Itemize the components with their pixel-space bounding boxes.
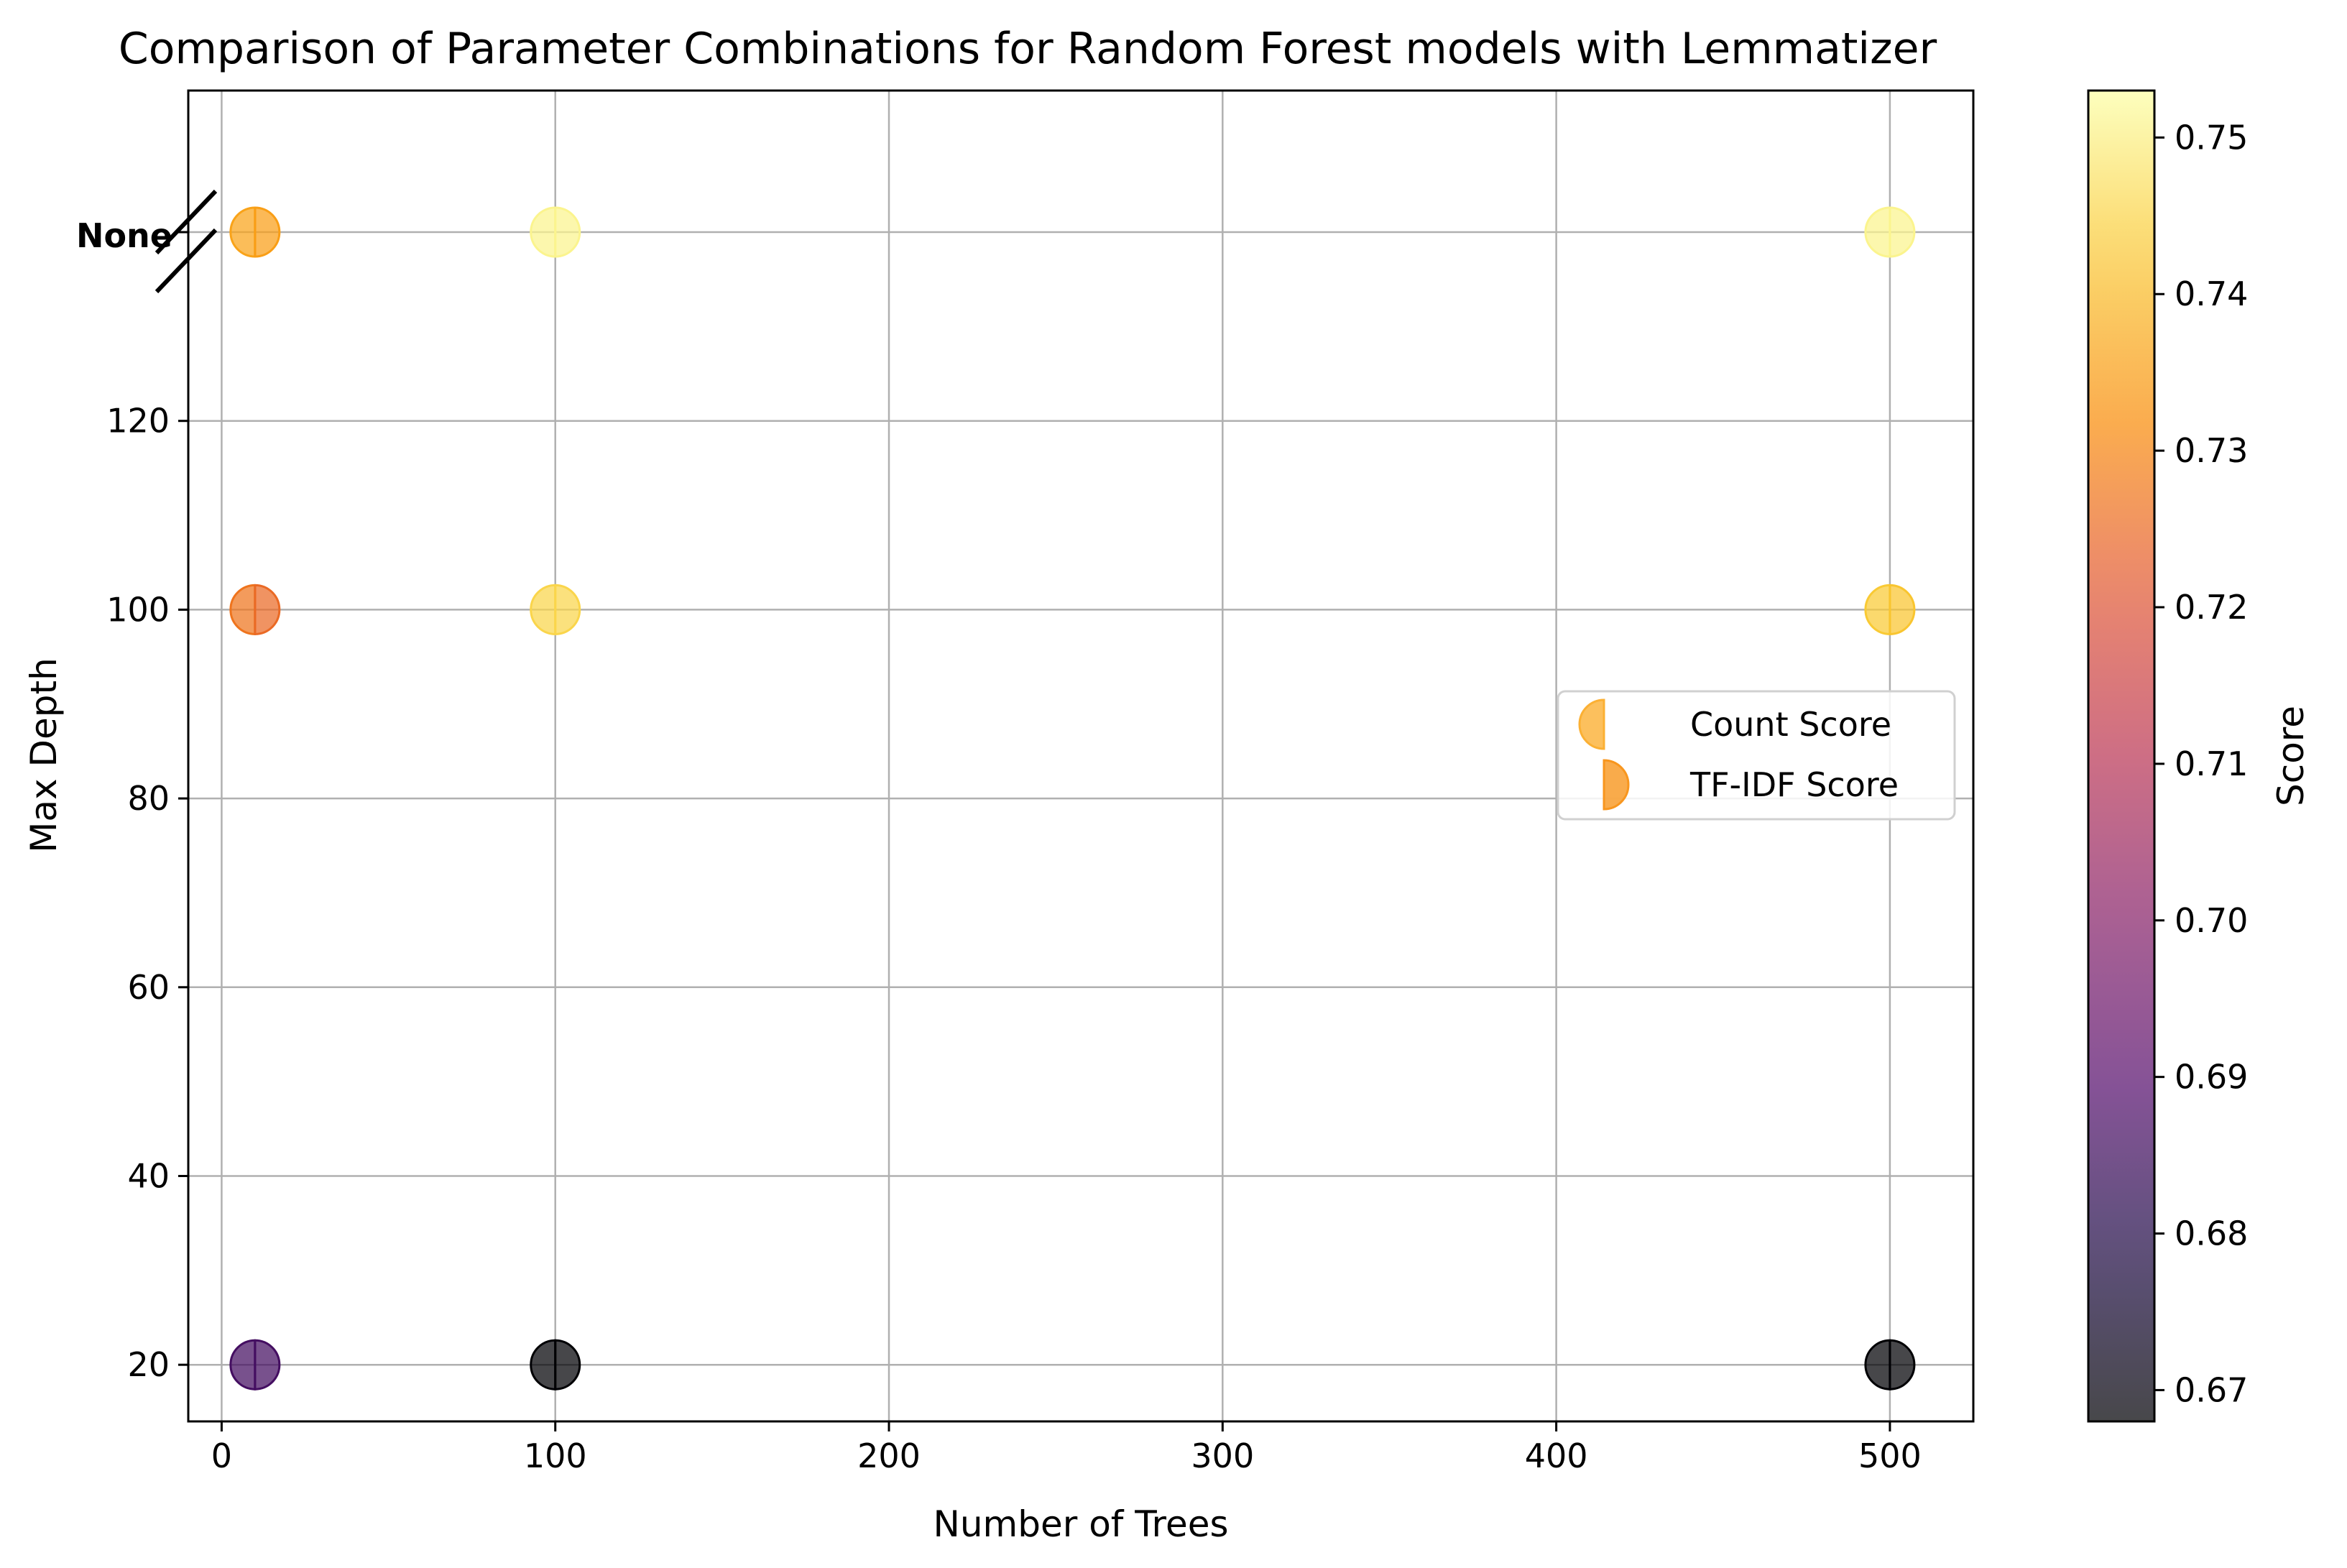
tfidf-score-point xyxy=(554,584,581,635)
colorbar: 0.67 0.68 0.69 0.70 0.71 0.72 0.73 0.74 0.75 Sco… xyxy=(2087,89,2312,1423)
count-score-point xyxy=(229,1339,257,1391)
tfidf-score-point xyxy=(554,1339,581,1391)
data-points xyxy=(229,206,1916,1391)
y-tick-label: 120 xyxy=(106,402,170,441)
colorbar-tick-label: 0.75 xyxy=(2175,118,2248,157)
colorbar-gradient-bar xyxy=(2087,89,2156,1423)
colorbar-tick-label: 0.70 xyxy=(2175,901,2248,940)
legend: Count Score TF-IDF Score xyxy=(1557,690,1956,821)
tfidf-score-point xyxy=(254,584,281,635)
y-tick-label: 100 xyxy=(106,590,170,629)
count-score-point xyxy=(1864,584,1891,635)
legend-marker-tfidf xyxy=(1603,759,1630,811)
x-axis-label: Number of Trees xyxy=(933,1503,1228,1545)
colorbar-tick-label: 0.68 xyxy=(2175,1214,2248,1253)
legend-label: TF-IDF Score xyxy=(1689,765,1899,804)
x-tick-label: 0 xyxy=(211,1436,232,1475)
count-score-point xyxy=(1864,1339,1891,1391)
colorbar-tick-label: 0.69 xyxy=(2175,1058,2248,1097)
tfidf-score-point xyxy=(254,206,281,258)
x-tick-label: 100 xyxy=(524,1436,587,1475)
y-tick-label: 80 xyxy=(127,779,170,818)
x-axis-ticks: 0 100 200 300 400 500 xyxy=(211,1421,1922,1475)
colorbar-tick-label: 0.67 xyxy=(2175,1370,2248,1409)
tfidf-score-point xyxy=(554,206,581,258)
colorbar-tick-label: 0.73 xyxy=(2175,431,2248,470)
colorbar-tick-label: 0.72 xyxy=(2175,588,2248,627)
count-score-point xyxy=(229,584,257,635)
colorbar-tick-label: 0.74 xyxy=(2175,275,2248,313)
legend-marker-count xyxy=(1578,698,1605,750)
chart-title: Comparison of Parameter Combinations for… xyxy=(119,24,1937,74)
legend-box xyxy=(1557,690,1956,821)
colorbar-tick-label: 0.71 xyxy=(2175,744,2248,783)
x-tick-label: 200 xyxy=(857,1436,921,1475)
y-axis-label: Max Depth xyxy=(23,658,65,853)
y-axis-ticks: 20 40 60 80 100 120 None xyxy=(76,216,188,1384)
colorbar-label: Score xyxy=(2270,706,2312,806)
tfidf-score-point xyxy=(1889,1339,1916,1391)
x-tick-label: 500 xyxy=(1858,1436,1922,1475)
axis-break-marker xyxy=(155,189,218,294)
count-score-point xyxy=(1864,206,1891,258)
count-score-point xyxy=(530,1339,557,1391)
tfidf-score-point xyxy=(254,1339,281,1391)
y-tick-label: 60 xyxy=(127,968,170,1007)
colorbar-ticks: 0.67 0.68 0.69 0.70 0.71 0.72 0.73 0.74 0.75 xyxy=(2154,118,2248,1409)
count-score-point xyxy=(530,206,557,258)
y-tick-label: 40 xyxy=(127,1156,170,1195)
x-tick-label: 400 xyxy=(1525,1436,1588,1475)
y-tick-label: 20 xyxy=(127,1345,170,1384)
legend-label: Count Score xyxy=(1690,705,1891,744)
tfidf-score-point xyxy=(1889,584,1916,635)
x-tick-label: 300 xyxy=(1191,1436,1254,1475)
y-tick-label-none: None xyxy=(76,216,172,255)
count-score-point xyxy=(530,584,557,635)
count-score-point xyxy=(229,206,257,258)
tfidf-score-point xyxy=(1889,206,1916,258)
plot-frame xyxy=(187,89,1975,1423)
